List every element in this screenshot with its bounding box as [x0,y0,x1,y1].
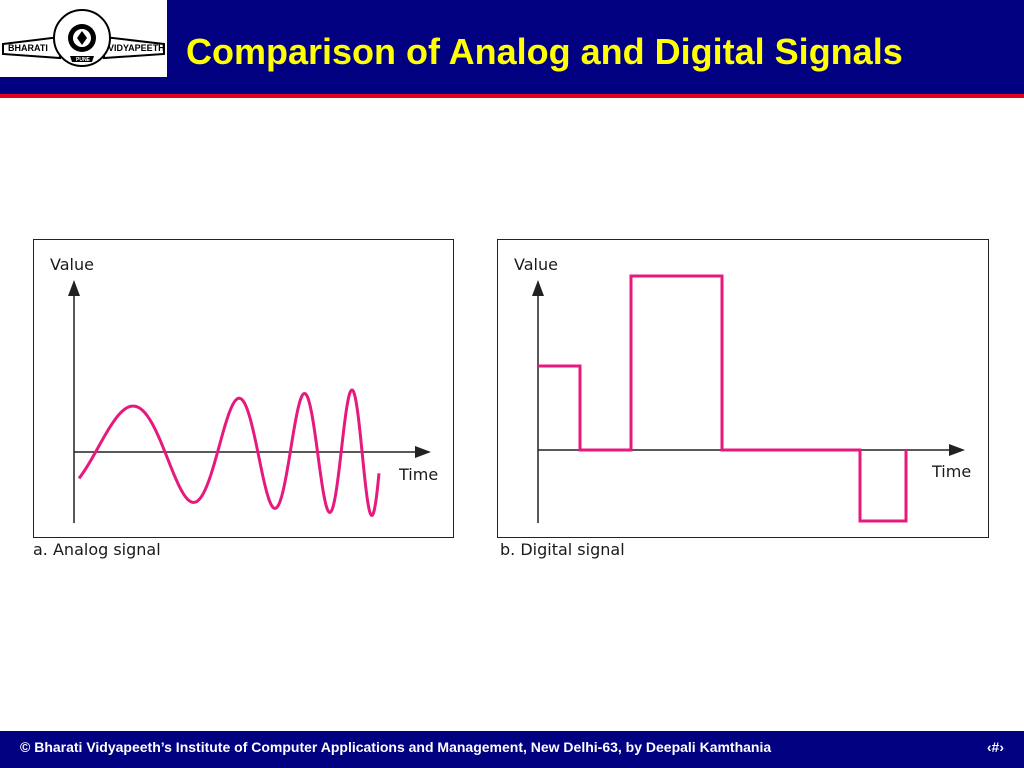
logo-city-text: PUNE [76,57,91,63]
footer-bar: © Bharati Vidyapeeth’s Institute of Comp… [0,731,1024,768]
institution-logo: BHARATI VIDYAPEETH PUNE [0,0,167,77]
digital-x-arrow-icon [949,444,965,456]
digital-signal-waveform [538,274,908,523]
digital-signal-panel: Value Time [497,239,989,538]
analog-y-label: Value [50,255,94,274]
logo-left-text: BHARATI [8,43,48,53]
page-title: Comparison of Analog and Digital Signals [186,31,903,72]
header-accent-rule [0,94,1024,98]
logo-right-text: VIDYAPEETH [108,43,165,53]
logo-emblem-icon: BHARATI VIDYAPEETH PUNE [2,9,165,67]
analog-signal-caption: a. Analog signal [33,540,161,559]
digital-signal-caption: b. Digital signal [500,540,625,559]
analog-x-arrow-icon [415,446,431,458]
analog-signal-panel: Value Time [33,239,454,538]
digital-x-label: Time [931,462,971,481]
analog-signal-graph: Value Time [50,255,438,523]
digital-signal-graph: Value Time [514,255,971,523]
digital-y-arrow-icon [532,280,544,296]
footer-copyright: © Bharati Vidyapeeth’s Institute of Comp… [20,739,772,755]
page-number: ‹#› [986,739,1004,755]
digital-y-label: Value [514,255,558,274]
analog-x-label: Time [398,465,438,484]
analog-y-arrow-icon [68,280,80,296]
analog-signal-waveform [77,388,381,517]
header-bar [0,0,1024,94]
